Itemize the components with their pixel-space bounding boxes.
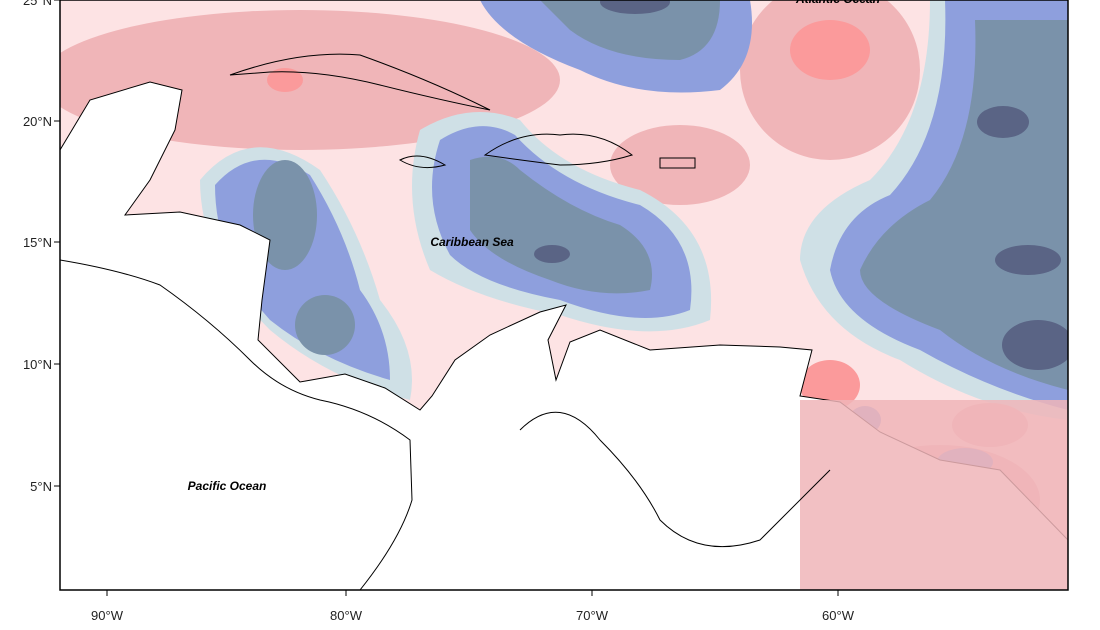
lon-tick-label: 80°W xyxy=(330,608,363,623)
coastline xyxy=(60,259,413,590)
anomaly-field xyxy=(60,0,1068,590)
ocean-label: Pacific Ocean xyxy=(188,479,267,493)
lat-tick-label: 5°N xyxy=(30,479,52,494)
land xyxy=(60,81,1068,590)
lon-tick-label: 60°W xyxy=(822,608,855,623)
border xyxy=(519,411,831,548)
lon-tick-label: 70°W xyxy=(576,608,609,623)
lat-tick-label: 15°N xyxy=(23,235,52,250)
lat-tick-label: 25°N xyxy=(23,0,52,8)
lat-tick-label: 20°N xyxy=(23,114,52,129)
islands xyxy=(229,53,696,169)
lat-tick-label: 10°N xyxy=(23,357,52,372)
ocean-label: Atlantic Ocean xyxy=(795,0,880,6)
frame xyxy=(59,0,1069,591)
lon-tick-label: 90°W xyxy=(91,608,124,623)
ocean-label: Caribbean Sea xyxy=(430,235,514,249)
